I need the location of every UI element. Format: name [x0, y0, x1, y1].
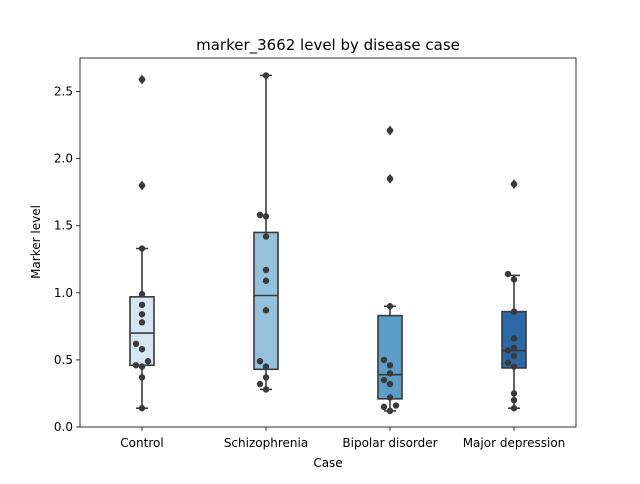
data-point	[256, 358, 264, 365]
y-tick-label: 1.0	[54, 286, 73, 300]
data-point	[510, 405, 518, 412]
data-point	[138, 245, 146, 252]
data-point	[380, 376, 388, 384]
data-point	[132, 362, 140, 369]
data-point	[386, 394, 394, 401]
data-point	[386, 127, 394, 134]
data-point	[510, 352, 518, 360]
data-point	[386, 407, 394, 415]
data-point	[144, 358, 152, 365]
data-point	[386, 380, 394, 388]
y-axis-label: Marker level	[29, 205, 43, 279]
data-point	[510, 390, 518, 397]
data-point	[386, 370, 394, 377]
data-point	[386, 303, 394, 310]
data-point	[138, 405, 146, 412]
data-point	[510, 344, 518, 352]
y-tick-label: 2.5	[54, 85, 73, 99]
data-point	[386, 175, 394, 182]
data-point	[510, 396, 518, 404]
data-point	[138, 290, 146, 298]
data-point	[262, 363, 270, 370]
data-point	[138, 182, 146, 189]
y-tick-label: 0.0	[54, 420, 73, 434]
data-point	[138, 311, 146, 318]
data-point	[262, 374, 270, 381]
data-point	[262, 72, 270, 79]
chart-title: marker_3662 level by disease case	[196, 36, 460, 55]
data-point	[138, 363, 146, 370]
data-point	[510, 180, 518, 188]
data-point	[380, 403, 388, 411]
plot-area: 0.0 0.5 1.0 1.5 2.0 2.5 Control Schizophrenia Bi…	[54, 72, 565, 450]
data-point	[138, 374, 146, 381]
data-point	[262, 386, 270, 393]
data-point	[510, 276, 518, 283]
data-point	[256, 211, 264, 219]
data-point	[386, 362, 394, 369]
x-tick-label: Major depression	[463, 436, 566, 450]
x-tick-label: Bipolar disorder	[342, 436, 437, 450]
y-tick-label: 1.5	[54, 219, 73, 233]
y-tick-label: 2.0	[54, 152, 73, 166]
data-point	[392, 402, 400, 409]
data-point	[256, 380, 264, 388]
x-axis-label: Case	[313, 456, 342, 470]
x-tick-label: Schizophrenia	[224, 436, 308, 450]
data-point	[262, 266, 270, 274]
data-point	[380, 356, 388, 364]
box-iqr	[253, 231, 279, 371]
data-point	[510, 308, 518, 315]
plot-frame	[79, 57, 577, 428]
x-tick-label: Control	[120, 436, 163, 450]
data-point	[504, 347, 512, 354]
data-point	[510, 363, 518, 370]
data-point	[138, 345, 146, 353]
data-point	[510, 335, 518, 342]
data-point	[262, 277, 270, 284]
data-point	[132, 340, 140, 348]
y-tick-label: 0.5	[54, 353, 73, 367]
data-point	[504, 359, 512, 366]
data-point	[262, 307, 270, 314]
data-point	[138, 319, 146, 326]
data-point	[504, 270, 512, 278]
data-point	[138, 301, 146, 309]
data-point	[262, 213, 270, 220]
data-point	[262, 233, 270, 240]
data-point	[138, 76, 146, 83]
